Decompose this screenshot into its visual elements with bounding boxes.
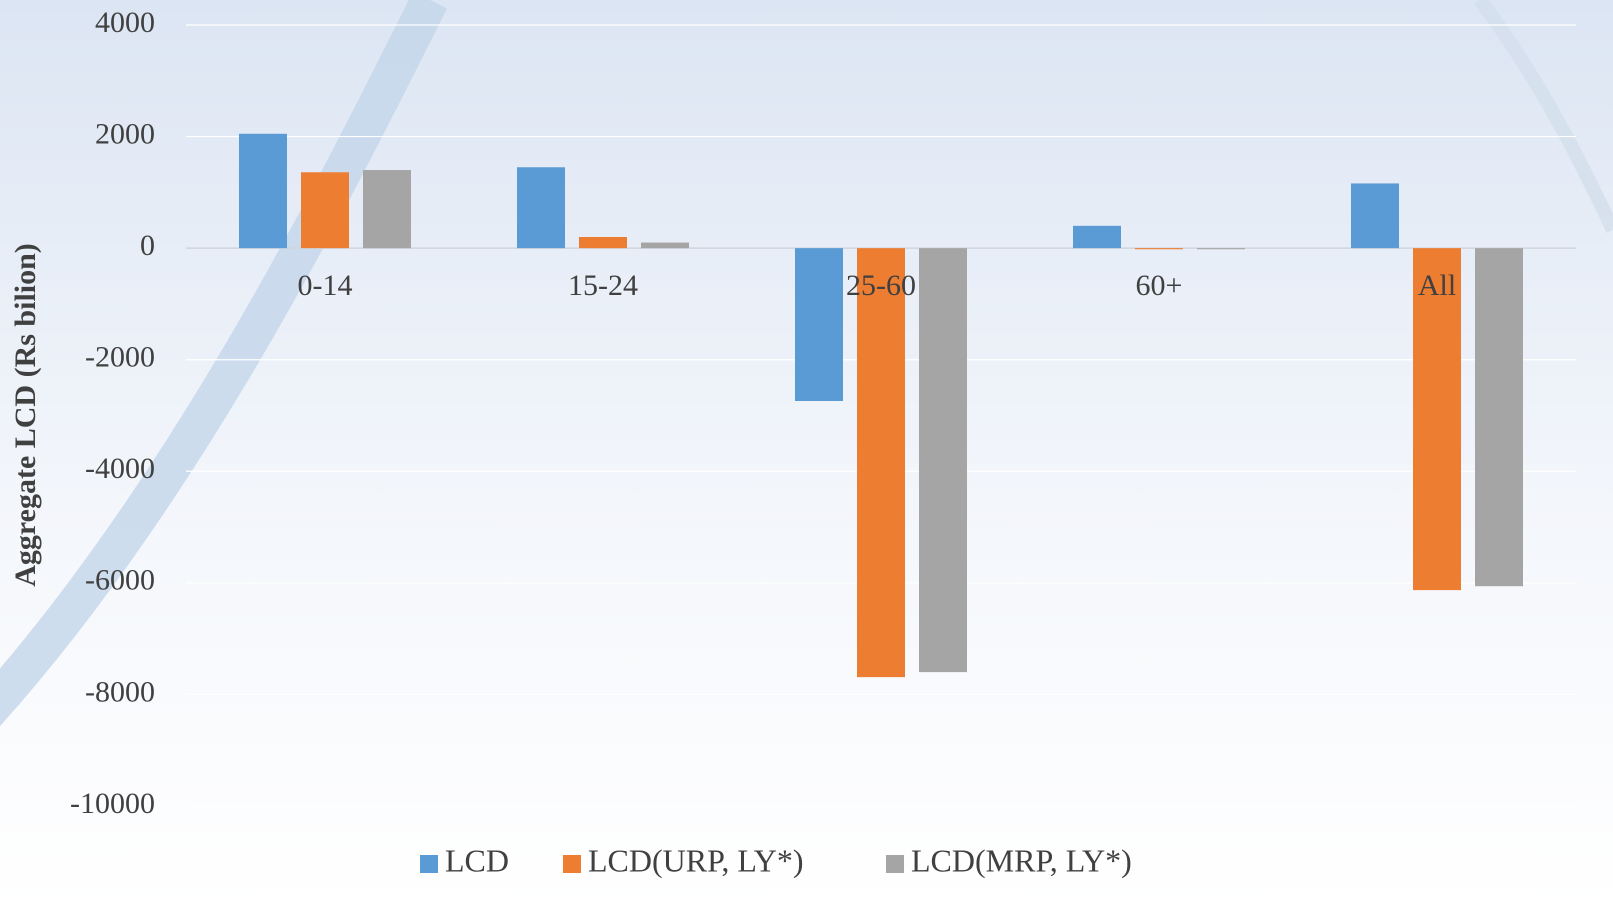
legend-label: LCD(URP, LY*) xyxy=(588,842,803,878)
bar xyxy=(579,236,627,249)
legend-label: LCD(MRP, LY*) xyxy=(911,842,1132,878)
bar xyxy=(1135,248,1183,250)
y-tick-label: 2000 xyxy=(95,117,155,150)
legend-swatch xyxy=(886,855,904,873)
bar xyxy=(1475,248,1523,587)
bar xyxy=(1197,248,1245,250)
y-tick-label: -4000 xyxy=(85,452,155,485)
bar xyxy=(239,133,287,249)
bar xyxy=(363,170,411,249)
bar xyxy=(919,248,967,673)
y-tick-label: -8000 xyxy=(85,675,155,708)
x-tick-label: 0-14 xyxy=(298,269,353,302)
bar xyxy=(1413,248,1461,591)
x-tick-label: 60+ xyxy=(1136,269,1183,302)
y-tick-label: -2000 xyxy=(85,341,155,374)
bar xyxy=(1351,183,1399,249)
legend-swatch xyxy=(563,855,581,873)
decoration xyxy=(0,0,447,727)
bar xyxy=(641,242,689,249)
legend-swatch xyxy=(420,855,438,873)
decoration xyxy=(1474,0,1613,233)
y-tick-label: -10000 xyxy=(70,787,155,820)
bar xyxy=(301,172,349,249)
bar xyxy=(517,167,565,249)
bar xyxy=(857,248,905,678)
y-tick-label: -6000 xyxy=(85,564,155,597)
bar xyxy=(1073,225,1121,249)
y-axis-label: Aggregate LCD (Rs bilion) xyxy=(9,243,42,587)
x-tick-label: All xyxy=(1418,269,1456,302)
legend-label: LCD xyxy=(445,842,509,878)
y-tick-label: 0 xyxy=(140,229,155,262)
x-tick-label: 15-24 xyxy=(568,269,638,302)
bar xyxy=(795,248,843,401)
x-tick-label: 25-60 xyxy=(846,269,916,302)
y-tick-label: 4000 xyxy=(95,6,155,39)
